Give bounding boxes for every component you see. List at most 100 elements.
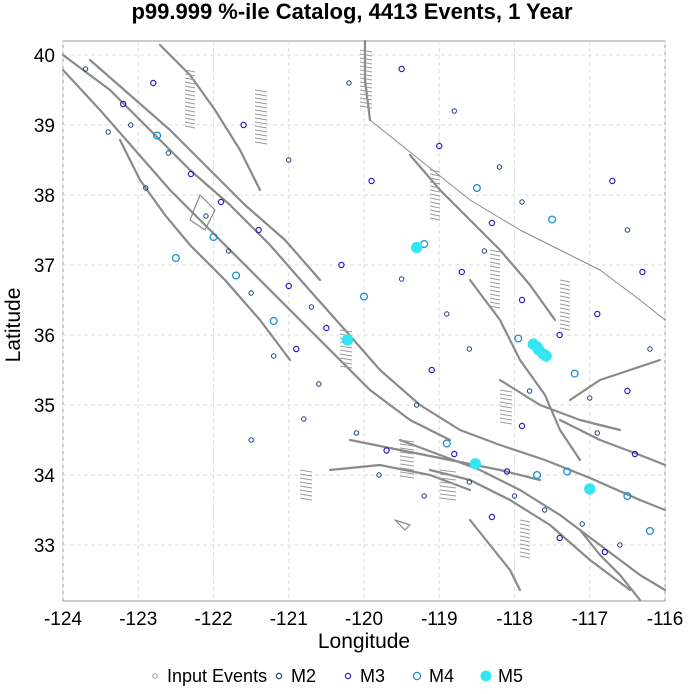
legend-label: M3 <box>360 666 385 686</box>
fault-hatch-line <box>429 181 441 185</box>
fault-hatch-line <box>559 303 571 307</box>
fault-hatch-line <box>439 469 457 473</box>
event-marker-m2 <box>398 276 405 282</box>
event-marker-m2 <box>421 493 427 499</box>
fault-hatch-line <box>184 89 196 93</box>
fault-hatch-line <box>519 539 531 543</box>
event-marker-m4 <box>442 439 451 448</box>
event-marker-m3 <box>119 100 127 108</box>
fault-hatch-line <box>429 185 441 189</box>
event-marker-m4 <box>548 215 557 224</box>
fault-hatch-line <box>299 485 313 489</box>
event-marker-m4 <box>563 467 572 476</box>
event-marker-m2 <box>587 395 593 401</box>
fault-hatch-line <box>254 113 268 117</box>
fault-hatch-line <box>489 305 501 309</box>
fault-hatch-line <box>559 291 571 295</box>
fault-hatch-line <box>254 137 268 141</box>
fault-hatch-line <box>359 77 373 81</box>
fault-hatch-line <box>254 117 268 121</box>
fault-hatch-line <box>359 105 373 109</box>
event-marker-m2 <box>451 108 457 114</box>
event-marker-m3 <box>458 268 466 276</box>
fault-hatch-line <box>429 193 441 197</box>
fault-hatch-line <box>184 97 196 101</box>
event-marker-m3 <box>187 170 195 178</box>
fault-hatch-line <box>359 53 373 57</box>
x-tick-label: -118 <box>496 609 533 630</box>
x-tick-label: -123 <box>119 609 157 630</box>
fault-hatch-line <box>299 477 313 481</box>
fault-hatch-line <box>489 257 501 261</box>
event-marker-m2 <box>541 507 548 513</box>
event-marker-m2 <box>301 416 307 422</box>
event-marker-m2 <box>466 479 473 485</box>
event-marker-m5 <box>584 483 596 495</box>
fault-hatch-line <box>184 69 196 73</box>
chart-title: p99.999 %-ile Catalog, 4413 Events, 1 Ye… <box>131 0 573 24</box>
fault-trace <box>348 438 542 482</box>
fault-hatch-line <box>254 89 268 93</box>
fault-hatch-line <box>184 73 196 77</box>
event-marker-m3 <box>518 296 526 304</box>
fault-hatch-line <box>184 121 196 125</box>
fault-hatch-line <box>429 173 441 177</box>
x-tick-labels: -124 -123 -122 -121 -120 -119 -118 -117 -116 <box>44 609 683 630</box>
legend-label: Input Events <box>167 666 267 686</box>
fault-hatch-line <box>429 209 441 213</box>
event-marker-m2 <box>128 122 134 128</box>
fault-trace <box>328 463 472 492</box>
fault-hatch-line <box>399 471 415 475</box>
fault-hatch-line <box>499 393 513 397</box>
event-marker-m4 <box>153 131 162 140</box>
y-tick-label: 36 <box>34 326 55 347</box>
fault-hatch-line <box>254 93 268 97</box>
y-tick-label: 39 <box>34 116 55 137</box>
y-axis-label: Latitude <box>2 288 25 363</box>
event-marker-m3 <box>368 177 375 185</box>
fault-hatch-line <box>399 439 415 443</box>
fault-hatch-line <box>519 547 531 551</box>
fault-hatch-line <box>519 531 531 535</box>
event-marker-m2 <box>82 66 89 72</box>
fault-hatch-line <box>399 463 415 467</box>
fault-trace <box>578 528 642 602</box>
fault-hatch-line <box>559 319 571 323</box>
fault-hatch-line <box>399 459 415 463</box>
fault-hatch-line <box>254 129 268 133</box>
fault-hatch-line <box>489 261 501 265</box>
x-tick-label: -119 <box>421 609 458 630</box>
fault-hatch-line <box>489 273 501 277</box>
fault-hatch-line <box>254 101 268 105</box>
fault-trace <box>118 138 292 362</box>
event-marker-m3 <box>639 268 646 276</box>
x-axis-label: Longitude <box>318 630 410 653</box>
fault-lines <box>61 39 667 602</box>
legend-label: M5 <box>498 666 523 686</box>
fault-hatch-line <box>359 97 373 101</box>
fault-hatch-line <box>184 101 196 105</box>
fault-hatch-line <box>559 307 571 311</box>
fault-hatch-line <box>429 169 441 173</box>
event-marker-m4 <box>514 334 523 343</box>
event-marker-m2 <box>624 227 631 233</box>
fault-trace <box>568 358 662 402</box>
event-marker-m4 <box>472 183 481 193</box>
fault-hatch-line <box>489 249 501 253</box>
event-marker-m4 <box>359 292 369 301</box>
event-marker-m2 <box>579 521 585 527</box>
y-tick-label: 33 <box>34 536 55 557</box>
event-marker-m3 <box>488 219 496 227</box>
fault-hatch-line <box>439 485 457 489</box>
fault-hatch-line <box>429 197 441 201</box>
event-marker-m4 <box>645 526 654 536</box>
event-marker-m2 <box>511 493 518 499</box>
fault-hatch-line <box>254 133 268 137</box>
fault-hatch-line <box>184 77 196 81</box>
fault-hatch-line <box>339 361 353 365</box>
fault-hatch-line <box>519 535 531 539</box>
fault-hatch-line <box>299 493 313 497</box>
event-marker-m3 <box>624 387 631 395</box>
fault-trace <box>498 378 622 432</box>
legend-label: M4 <box>429 666 454 686</box>
